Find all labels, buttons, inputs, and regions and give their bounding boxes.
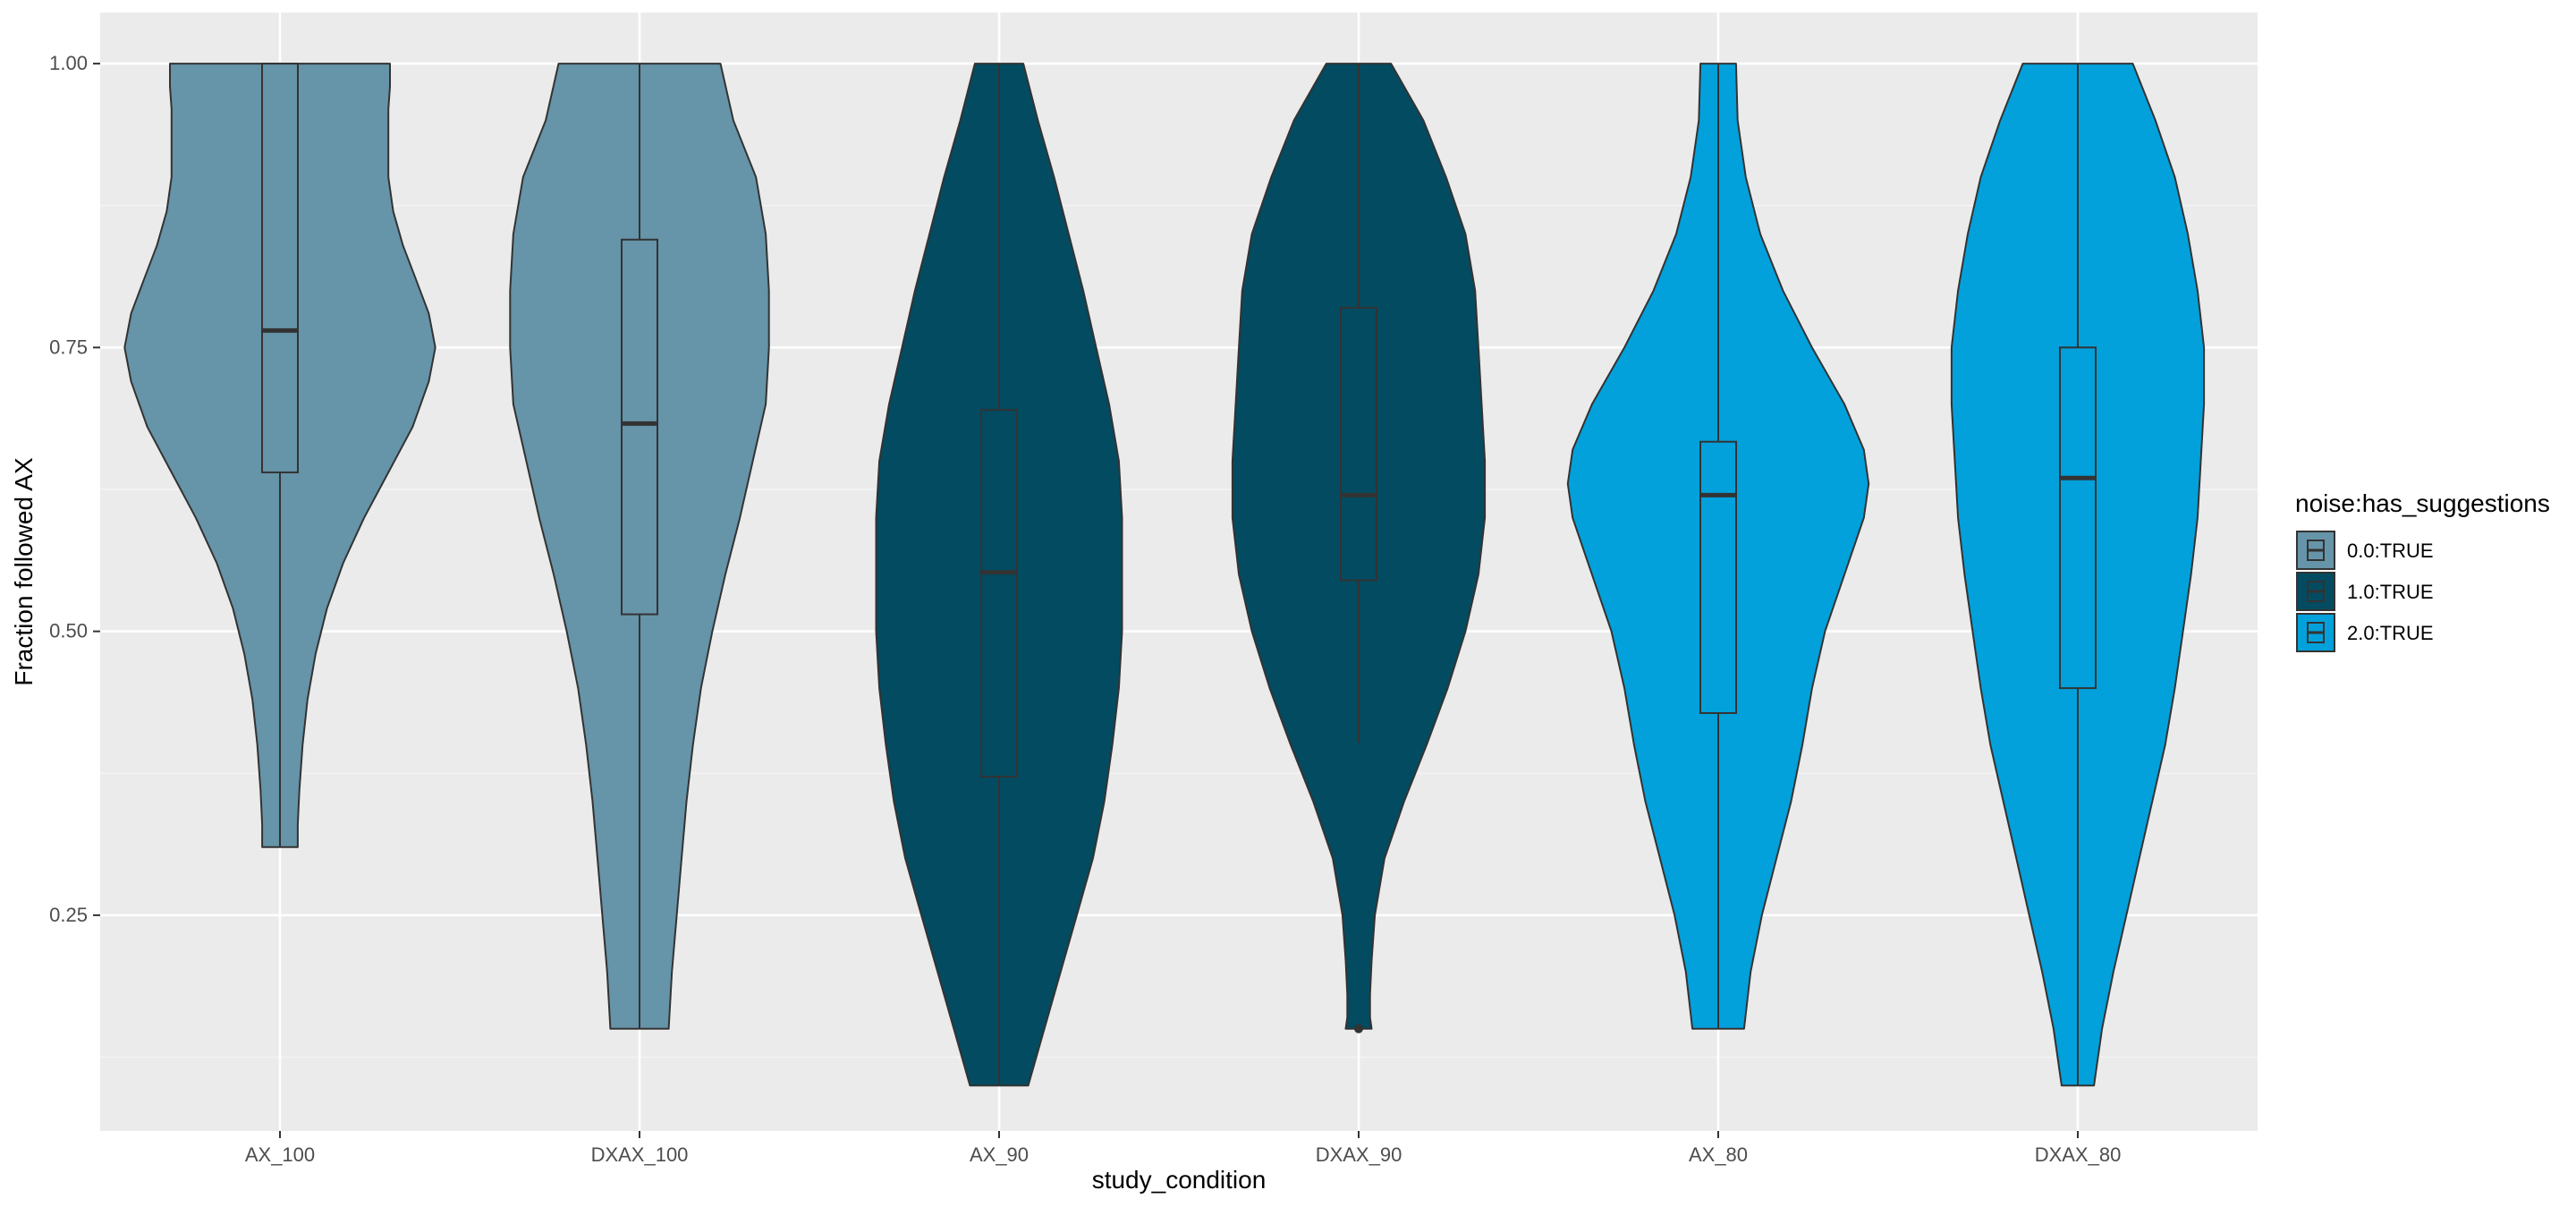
axes: 0.25 0.50 0.75 1.00 AX_100 DXAX_100 AX_90 DXAX_… [49,52,2121,1166]
box-iqr [1699,440,1737,714]
legend-item: 1.0:TRUE [2296,572,2434,611]
box-iqr [1340,306,1377,582]
y-tick-label: 1.00 [49,52,88,74]
legend: noise:has_suggestions 0.0:TRUE 1.0:TRUE 2.… [2295,489,2550,652]
legend-label: 0.0:TRUE [2347,540,2434,562]
box-iqr [980,409,1018,778]
x-tick-label: AX_80 [1689,1143,1748,1166]
x-tick-label: AX_100 [245,1143,315,1166]
violins [123,63,2206,1087]
legend-title: noise:has_suggestions [2295,489,2550,517]
legend-label: 1.0:TRUE [2347,581,2434,603]
x-tick-label: DXAX_100 [591,1143,689,1166]
y-tick-label: 0.50 [49,620,88,642]
legend-item: 2.0:TRUE [2296,613,2434,652]
y-axis-title: Fraction followed AX [10,457,38,686]
box-iqr [621,238,658,616]
y-tick-label: 0.75 [49,336,88,358]
violin-group [123,63,436,848]
x-axis-title: study_condition [1092,1166,1267,1194]
y-tick-label: 0.25 [49,904,88,926]
x-tick-label: AX_90 [970,1143,1029,1166]
x-tick-label: DXAX_90 [1316,1143,1402,1166]
box-iqr [2059,346,2097,690]
violin-group [875,63,1123,1087]
violin-group [509,63,770,1030]
violin-group [1566,63,1870,1030]
legend-items: 0.0:TRUE 1.0:TRUE 2.0:TRUE [2296,531,2434,652]
legend-item: 0.0:TRUE [2296,531,2434,570]
outlier-point [1354,1024,1363,1033]
x-tick-label: DXAX_80 [2035,1143,2122,1166]
plot-panel [100,13,2258,1131]
violin-group [1950,63,2206,1087]
legend-label: 2.0:TRUE [2347,622,2434,644]
violin-group [1231,63,1487,1033]
box-iqr [261,63,299,473]
